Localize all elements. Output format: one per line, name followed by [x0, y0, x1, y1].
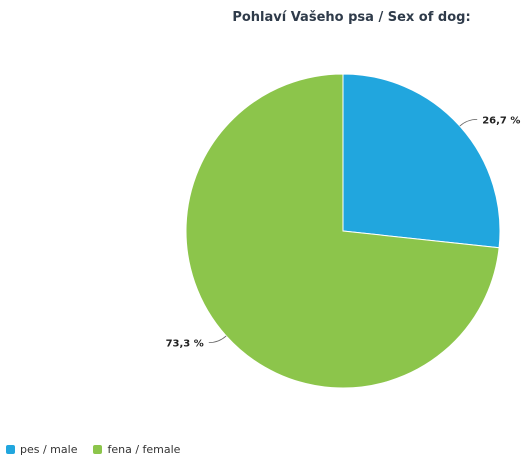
connector-line-1: [208, 335, 227, 344]
legend: pes / male fena / female: [6, 443, 196, 456]
legend-item-female[interactable]: fena / female: [93, 443, 180, 456]
legend-item-male[interactable]: pes / male: [6, 443, 77, 456]
legend-swatch-female: [93, 445, 103, 454]
chart-title: Pohlaví Vašeho psa / Sex of dog:: [232, 10, 471, 25]
legend-label-female: fena / female: [107, 443, 181, 456]
slice-label-1: 73,3 %: [166, 339, 204, 350]
slice-label-0: 26,7 %: [482, 115, 520, 126]
legend-label-male: pes / male: [20, 443, 78, 456]
connector-line-0: [459, 118, 478, 127]
pie-slice-0[interactable]: [342, 73, 501, 249]
legend-swatch-male: [6, 445, 15, 454]
